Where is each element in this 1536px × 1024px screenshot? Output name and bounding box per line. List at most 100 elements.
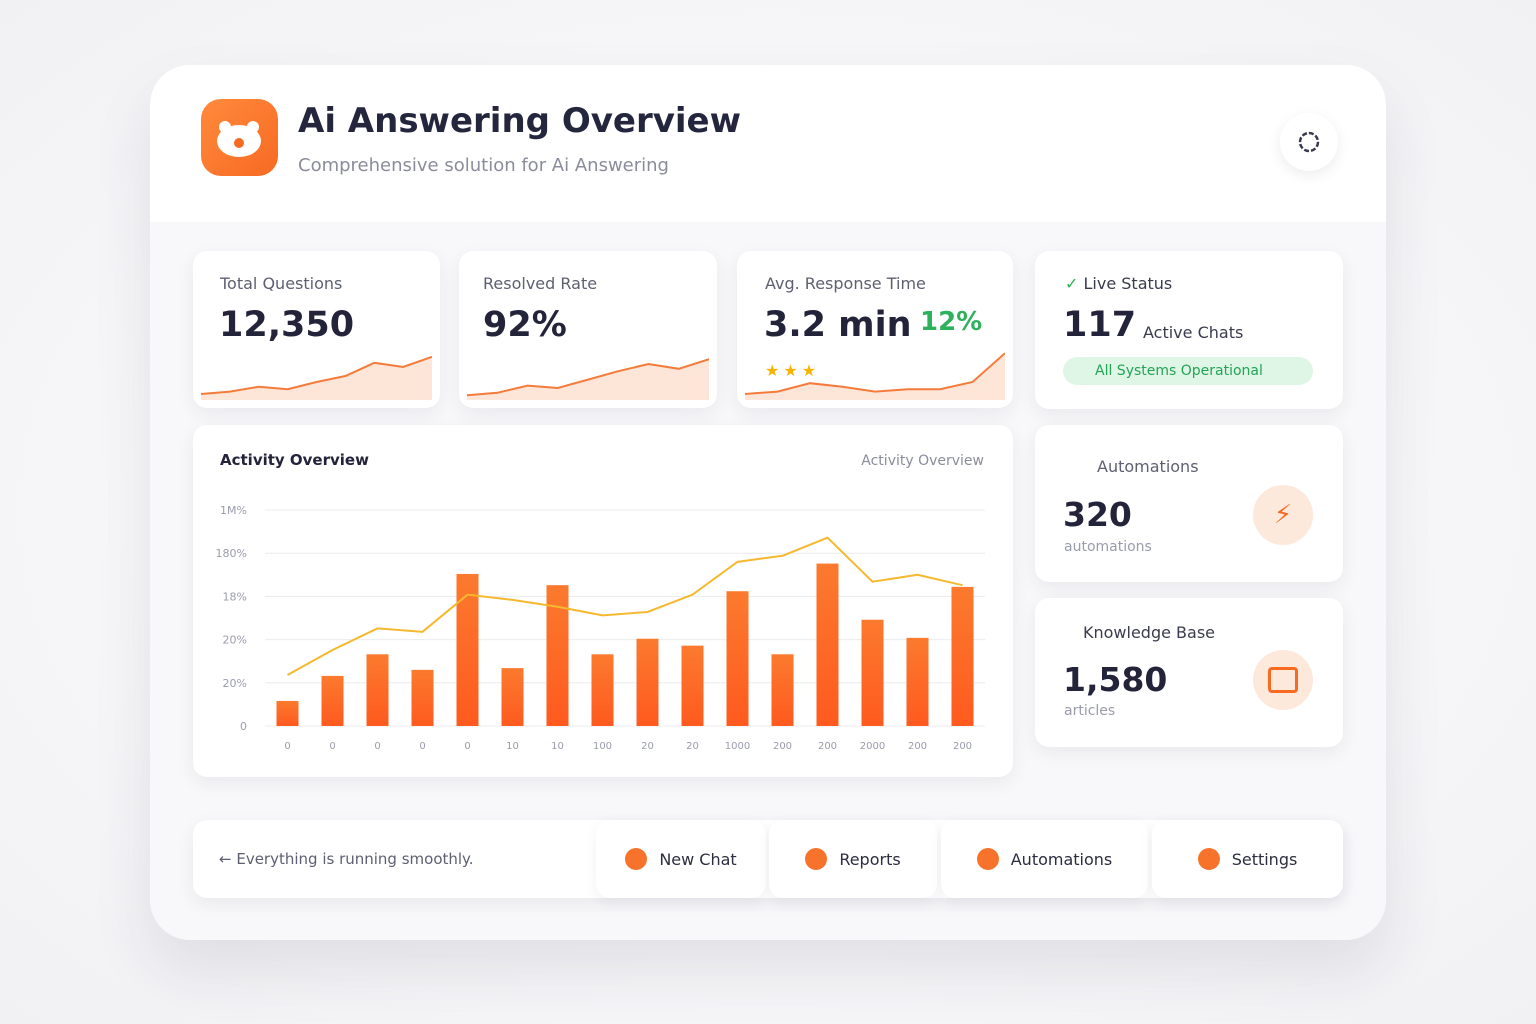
x-tick-label: 0: [419, 741, 425, 752]
bar: [636, 638, 659, 726]
sparkline: [467, 358, 709, 400]
x-tick-label: 20: [686, 741, 699, 752]
x-tick-label: 200: [773, 741, 792, 752]
y-tick-label: 180%: [216, 547, 247, 560]
kpi-value: 3.2 min: [764, 305, 912, 345]
kpi-value: 12,350: [219, 305, 355, 345]
y-tick-label: 0: [240, 720, 247, 733]
live-card: ✓ Live Status 117 Active Chats All Syste…: [1035, 251, 1343, 409]
footer-message: ← Everything is running smoothly.: [219, 850, 474, 868]
button-label: Settings: [1231, 849, 1298, 869]
footer-message-text: Everything is running smoothly.: [236, 850, 474, 868]
chart: Activity Overview Activity Overview 0 20%…: [216, 451, 985, 752]
spark-line: [201, 355, 432, 395]
bar: [726, 591, 749, 726]
x-tick-label: 2000: [860, 741, 885, 752]
spark-line: [467, 358, 709, 397]
x-tick-label: 200: [818, 741, 837, 752]
bar: [591, 654, 614, 726]
knowledge-value: 1,580: [1063, 660, 1168, 699]
settings-button[interactable]: [1280, 113, 1338, 171]
footer: ← Everything is running smoothly.: [193, 820, 1343, 898]
sparkline: [201, 355, 432, 400]
chart-card: Activity Overview Activity Overview 0 20%…: [193, 425, 1013, 777]
automations-button[interactable]: Automations: [941, 820, 1148, 898]
y-tick-label: 20%: [223, 634, 247, 647]
bar: [411, 669, 434, 726]
logo-icon: [217, 121, 261, 157]
icon: [976, 848, 999, 870]
gear-icon: [1298, 131, 1320, 153]
button-label: New Chat: [659, 849, 737, 869]
stars: ★★★: [765, 361, 821, 380]
y-tick-label: 18%: [223, 590, 247, 603]
bar: [681, 645, 704, 726]
x-tick-label: 10: [506, 741, 519, 752]
x-tick-label: 0: [374, 741, 380, 752]
kpi-label: Avg. Response Time: [765, 274, 926, 293]
knowledge-label: Knowledge Base: [1083, 623, 1215, 642]
x-tick-label: 20: [641, 741, 654, 752]
bar: [366, 654, 389, 726]
x-tick-label: 0: [284, 741, 290, 752]
y-tick-label: 20%: [223, 677, 247, 690]
kpi-card: Avg. Response Time 3.2 min 12% ★★★: [737, 251, 1013, 408]
live-value: 117: [1063, 305, 1137, 345]
automations-card: Automations 320 automations ⚡: [1035, 425, 1343, 582]
icon: [625, 848, 648, 870]
icon: [805, 848, 828, 870]
spark-line: [745, 352, 1005, 395]
knowledge-card: Knowledge Base 1,580 articles: [1035, 598, 1343, 747]
trend-line: [287, 536, 963, 676]
sparkline: [745, 352, 1005, 400]
automations-label: Automations: [1097, 457, 1199, 476]
live-label: ✓ Live Status: [1065, 274, 1173, 293]
bar: [951, 586, 974, 726]
x-tick-label: 0: [464, 741, 470, 752]
bar: [321, 675, 344, 726]
kpi-card: Total Questions 12,350: [193, 251, 440, 408]
x-tick-label: 100: [593, 741, 612, 752]
kpi-label: Total Questions: [220, 274, 343, 293]
kpi-card: Resolved Rate 92%: [459, 251, 717, 408]
button-label: Reports: [839, 849, 901, 869]
knowledge-caption: articles: [1064, 703, 1116, 719]
bar: [276, 700, 299, 726]
header: Ai Answering Overview Comprehensive solu…: [150, 65, 1386, 222]
bar: [816, 563, 839, 726]
bar: [906, 637, 929, 726]
live-unit: Active Chats: [1143, 323, 1244, 342]
icon: [1197, 848, 1220, 870]
bar: [861, 619, 884, 726]
y-tick-label: 1M%: [220, 504, 247, 517]
settings-nav-button[interactable]: Settings: [1152, 820, 1343, 898]
kpi-value: 92%: [483, 305, 567, 345]
button-label: Automations: [1010, 849, 1113, 869]
live-label-text: Live Status: [1083, 274, 1173, 293]
x-tick-label: 10: [551, 741, 564, 752]
automations-value: 320: [1063, 495, 1132, 534]
kpi-change: 12%: [920, 307, 983, 337]
kpi-label: Resolved Rate: [483, 274, 598, 293]
chart-title: Activity Overview: [220, 451, 369, 469]
bar: [771, 654, 794, 726]
automations-icon: ⚡: [1253, 485, 1313, 545]
x-tick-label: 200: [908, 741, 927, 752]
spark-area: [201, 356, 432, 400]
logo: [201, 99, 278, 176]
chart-legend: Activity Overview: [861, 453, 984, 469]
x-tick-label: 0: [329, 741, 335, 752]
automations-caption: automations: [1064, 539, 1152, 555]
title: Ai Answering Overview: [298, 101, 742, 141]
bar: [456, 573, 479, 726]
x-tick-label: 200: [953, 741, 972, 752]
subtitle: Comprehensive solution for Ai Answering: [298, 155, 669, 176]
status-pill: All Systems Operational: [1063, 357, 1313, 385]
knowledge-icon: [1253, 650, 1313, 710]
new-chat-button[interactable]: New Chat: [596, 820, 766, 898]
reports-button[interactable]: Reports: [769, 820, 937, 898]
x-tick-label: 1000: [725, 741, 750, 752]
bar: [501, 668, 524, 726]
spark-area: [745, 353, 1005, 400]
